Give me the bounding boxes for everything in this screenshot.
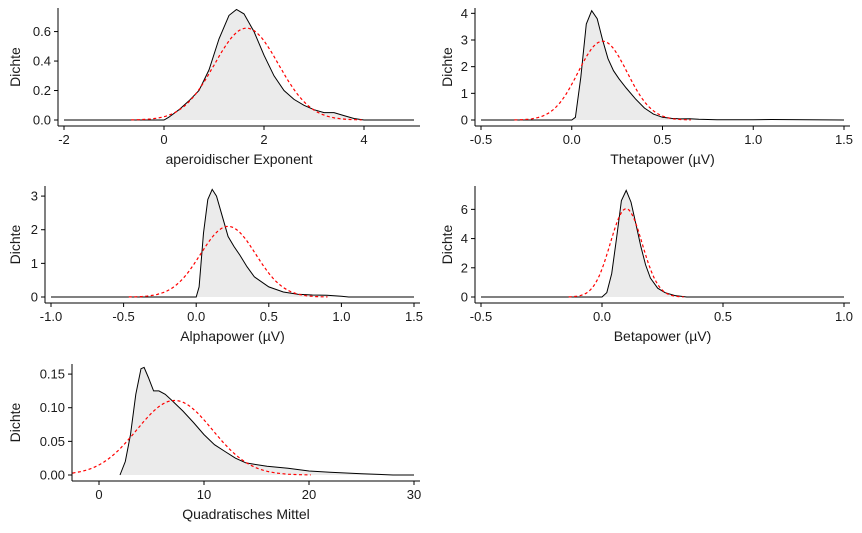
y-tick-label: 0 bbox=[461, 113, 468, 128]
empirical-density-line bbox=[481, 189, 844, 298]
x-axis-title: Thetapower (µV) bbox=[610, 151, 715, 167]
density-area bbox=[51, 189, 414, 297]
x-tick-label: 0 bbox=[95, 487, 102, 502]
x-tick-label: 0.0 bbox=[593, 309, 611, 324]
x-tick-label: 0.5 bbox=[260, 309, 278, 324]
y-tick-label: 4 bbox=[461, 231, 468, 246]
y-tick-label: 0.6 bbox=[33, 24, 51, 39]
x-tick-label: 0 bbox=[160, 132, 167, 147]
x-tick-label: 0.0 bbox=[187, 309, 205, 324]
x-axis-title: Quadratisches Mittel bbox=[182, 506, 310, 522]
x-tick-label: 0.5 bbox=[714, 309, 732, 324]
x-axis-title: aperoidischer Exponent bbox=[165, 151, 312, 167]
y-tick-label: 6 bbox=[461, 202, 468, 217]
empirical-density-line bbox=[119, 366, 414, 476]
density-panel: -0.5 0.0 0.5 1.0 1.5 0 1 2 3 4 Thetapower (µV) Dich… bbox=[439, 6, 853, 167]
y-axis-title: Dichte bbox=[7, 224, 23, 264]
x-axis-title: Betapower (µV) bbox=[614, 328, 712, 344]
y-tick-label: 0.0 bbox=[33, 113, 51, 128]
y-tick-label: 0.10 bbox=[40, 400, 65, 415]
density-panel: 0 10 20 30 0.00 0.05 0.10 0.15 Quadratisches Mit… bbox=[7, 364, 421, 522]
y-tick-label: 3 bbox=[461, 33, 468, 48]
x-tick-label: 20 bbox=[302, 487, 316, 502]
normal-density-line bbox=[131, 27, 362, 121]
y-axis-title: Dichte bbox=[7, 47, 23, 87]
y-tick-label: 1 bbox=[31, 256, 38, 271]
density-panel: -0.5 0.0 0.5 1.0 0 2 4 6 Betapower (µV) Dichte bbox=[439, 186, 853, 344]
empirical-density-line bbox=[481, 9, 845, 121]
y-axis-title: Dichte bbox=[7, 402, 23, 442]
y-axis-title: Dichte bbox=[439, 224, 455, 264]
density-panel: -1.0 -0.5 0.0 0.5 1.0 1.5 0 1 2 3 Alphapower (µV) D… bbox=[7, 186, 423, 344]
x-tick-label: -2 bbox=[58, 132, 70, 147]
x-tick-label: 4 bbox=[360, 132, 367, 147]
density-area bbox=[120, 367, 414, 475]
density-area bbox=[481, 190, 844, 297]
normal-density-line bbox=[128, 225, 328, 298]
density-area bbox=[481, 10, 844, 121]
normal-density-line bbox=[514, 40, 691, 121]
x-tick-label: 10 bbox=[197, 487, 211, 502]
y-tick-label: 4 bbox=[461, 6, 468, 21]
y-tick-label: 0.15 bbox=[40, 367, 65, 382]
x-tick-label: -0.5 bbox=[112, 309, 134, 324]
empirical-density-line bbox=[51, 188, 414, 298]
x-tick-label: 1.5 bbox=[835, 132, 853, 147]
y-tick-label: 0.2 bbox=[33, 83, 51, 98]
x-tick-label: 0.5 bbox=[653, 132, 671, 147]
x-tick-label: -0.5 bbox=[470, 309, 492, 324]
y-tick-label: 0.05 bbox=[40, 434, 65, 449]
y-tick-label: 2 bbox=[461, 59, 468, 74]
y-tick-label: 3 bbox=[31, 189, 38, 204]
y-tick-label: 2 bbox=[31, 222, 38, 237]
y-axis-title: Dichte bbox=[439, 47, 455, 87]
y-tick-label: 0 bbox=[31, 290, 38, 305]
y-tick-label: 0.4 bbox=[33, 54, 51, 69]
x-tick-label: 30 bbox=[407, 487, 421, 502]
x-tick-label: 1.0 bbox=[332, 309, 350, 324]
density-area bbox=[64, 9, 414, 120]
x-tick-label: 0.0 bbox=[563, 132, 581, 147]
y-tick-label: 0 bbox=[461, 290, 468, 305]
x-tick-label: -0.5 bbox=[470, 132, 492, 147]
y-tick-label: 2 bbox=[461, 260, 468, 275]
y-tick-label: 0.00 bbox=[40, 468, 65, 483]
x-tick-label: -1.0 bbox=[40, 309, 62, 324]
x-tick-label: 1.5 bbox=[405, 309, 423, 324]
x-tick-label: 2 bbox=[260, 132, 267, 147]
density-panel: -2 0 2 4 0.0 0.2 0.4 0.6 aperoidischer Exponent D… bbox=[7, 8, 420, 167]
y-tick-label: 1 bbox=[461, 86, 468, 101]
x-tick-label: 1.0 bbox=[744, 132, 762, 147]
x-tick-label: 1.0 bbox=[835, 309, 853, 324]
x-axis-title: Alphapower (µV) bbox=[180, 328, 285, 344]
empirical-density-line bbox=[64, 8, 414, 121]
